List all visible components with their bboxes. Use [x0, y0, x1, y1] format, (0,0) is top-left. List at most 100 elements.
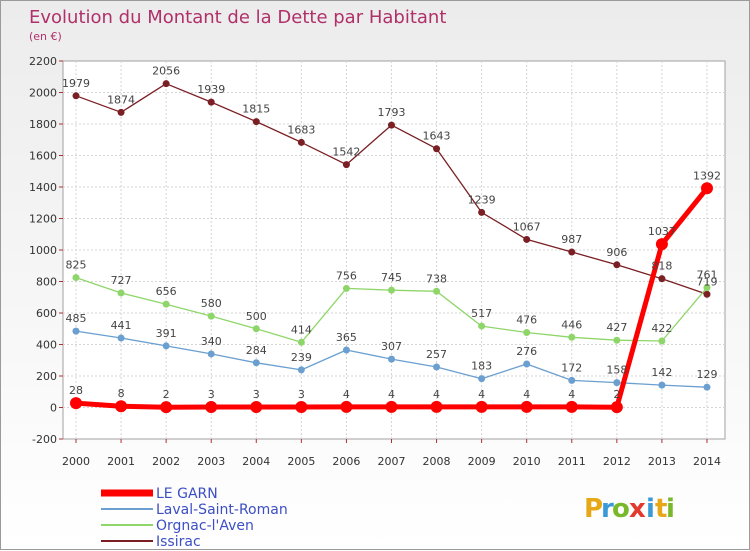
data-label-issirac: 1793 — [377, 106, 405, 119]
x-tick-label: 2001 — [107, 455, 135, 468]
point-le-garn — [295, 401, 308, 414]
point-issirac — [433, 145, 441, 153]
point-le-garn — [250, 401, 263, 414]
data-label-le-garn: 4 — [478, 388, 485, 401]
logo-letter-i2: i — [666, 494, 675, 524]
point-le-garn — [160, 401, 173, 414]
point-le-garn — [655, 238, 668, 251]
data-label-laval-saint-roman: 284 — [246, 344, 267, 357]
point-laval-saint-roman — [523, 360, 531, 368]
data-label-issirac: 1542 — [332, 146, 360, 159]
legend: LE GARNLaval-Saint-RomanOrgnac-l'AvenIss… — [101, 486, 288, 550]
point-laval-saint-roman — [207, 350, 215, 358]
y-tick-label: 1200 — [29, 213, 57, 226]
point-laval-saint-roman — [568, 376, 576, 384]
data-label-orgnac-l-aven: 727 — [111, 274, 132, 287]
data-label-laval-saint-roman: 158 — [606, 364, 627, 377]
logo-letter-p: P — [584, 494, 603, 524]
point-laval-saint-roman — [252, 359, 260, 367]
logo-letter-r: r — [601, 494, 614, 524]
point-le-garn — [565, 400, 578, 413]
legend-label-orgnac-l-aven: Orgnac-l'Aven — [156, 518, 254, 534]
data-label-le-garn: 2 — [613, 388, 620, 401]
x-tick-label: 2006 — [332, 455, 360, 468]
data-label-le-garn: 4 — [568, 388, 575, 401]
point-issirac — [523, 235, 531, 243]
data-label-le-garn: 3 — [298, 388, 305, 401]
point-issirac — [613, 261, 621, 269]
y-tick-label: 1600 — [29, 150, 57, 163]
y-tick-label: 800 — [36, 276, 57, 289]
point-issirac — [568, 248, 576, 256]
data-label-le-garn: 3 — [208, 388, 215, 401]
data-labels: 1979 1874 2056 1939 1815 1683 1542 1793 1643 1239… — [62, 65, 721, 402]
point-laval-saint-roman — [117, 334, 125, 342]
data-label-le-garn: 1037 — [648, 225, 676, 238]
point-le-garn — [475, 400, 488, 413]
point-orgnac-l-aven — [117, 289, 125, 297]
point-issirac — [703, 290, 711, 298]
legend-label-issirac: Issirac — [156, 534, 201, 550]
y-tick-label: 400 — [36, 339, 57, 352]
data-label-orgnac-l-aven: 414 — [291, 323, 312, 336]
logo-letter-t: t — [655, 494, 667, 524]
x-tick-label: 2010 — [513, 455, 541, 468]
logo-letter-i1: i — [646, 494, 655, 524]
data-label-le-garn: 3 — [253, 388, 260, 401]
point-le-garn — [700, 182, 713, 195]
y-tick-label: 0 — [50, 402, 57, 415]
point-orgnac-l-aven — [297, 338, 305, 346]
data-label-laval-saint-roman: 340 — [201, 335, 222, 348]
x-tick-label: 2012 — [603, 455, 631, 468]
data-label-issirac: 818 — [651, 260, 672, 273]
data-label-laval-saint-roman: 183 — [471, 360, 492, 373]
data-label-issirac: 719 — [696, 275, 717, 288]
point-laval-saint-roman — [658, 381, 666, 389]
data-label-orgnac-l-aven: 745 — [381, 271, 402, 284]
point-issirac — [478, 208, 486, 216]
data-label-orgnac-l-aven: 446 — [561, 318, 582, 331]
point-orgnac-l-aven — [72, 274, 80, 282]
data-label-issirac: 2056 — [152, 65, 180, 78]
point-laval-saint-roman — [387, 355, 395, 363]
point-orgnac-l-aven — [703, 284, 711, 292]
point-orgnac-l-aven — [613, 336, 621, 344]
data-label-orgnac-l-aven: 825 — [66, 259, 87, 272]
data-label-laval-saint-roman: 441 — [111, 319, 132, 332]
data-label-orgnac-l-aven: 422 — [651, 322, 672, 335]
data-label-le-garn: 4 — [523, 388, 530, 401]
data-label-laval-saint-roman: 307 — [381, 340, 402, 353]
point-issirac — [658, 275, 666, 283]
point-le-garn — [115, 400, 128, 413]
point-le-garn — [205, 401, 218, 414]
data-label-laval-saint-roman: 276 — [516, 345, 537, 358]
point-laval-saint-roman — [433, 363, 441, 371]
chart-title: Evolution du Montant de la Dette par Hab… — [29, 7, 446, 28]
data-label-issirac: 1683 — [287, 123, 315, 136]
point-orgnac-l-aven — [342, 284, 350, 292]
x-tick-label: 2005 — [287, 455, 315, 468]
x-tick-label: 2014 — [693, 455, 721, 468]
data-label-orgnac-l-aven: 580 — [201, 297, 222, 310]
y-tick-label: 1400 — [29, 181, 57, 194]
chart-subtitle: (en €) — [29, 30, 62, 43]
data-label-issirac: 1815 — [242, 103, 270, 116]
point-le-garn — [610, 401, 623, 414]
data-label-laval-saint-roman: 391 — [156, 327, 177, 340]
y-tick-label: 600 — [36, 307, 57, 320]
logo-letter-o: o — [612, 494, 630, 524]
data-label-orgnac-l-aven: 738 — [426, 272, 447, 285]
data-label-le-garn: 2 — [163, 388, 170, 401]
data-label-issirac: 1643 — [423, 130, 451, 143]
data-label-le-garn: 8 — [118, 387, 125, 400]
point-orgnac-l-aven — [658, 337, 666, 345]
data-label-orgnac-l-aven: 517 — [471, 307, 492, 320]
x-tick-label: 2013 — [648, 455, 676, 468]
x-tick-label: 2008 — [423, 455, 451, 468]
data-label-issirac: 1067 — [513, 220, 541, 233]
x-tick-label: 2004 — [242, 455, 270, 468]
data-label-laval-saint-roman: 485 — [66, 312, 87, 325]
point-issirac — [117, 108, 125, 116]
point-issirac — [297, 138, 305, 146]
data-label-laval-saint-roman: 129 — [696, 368, 717, 381]
